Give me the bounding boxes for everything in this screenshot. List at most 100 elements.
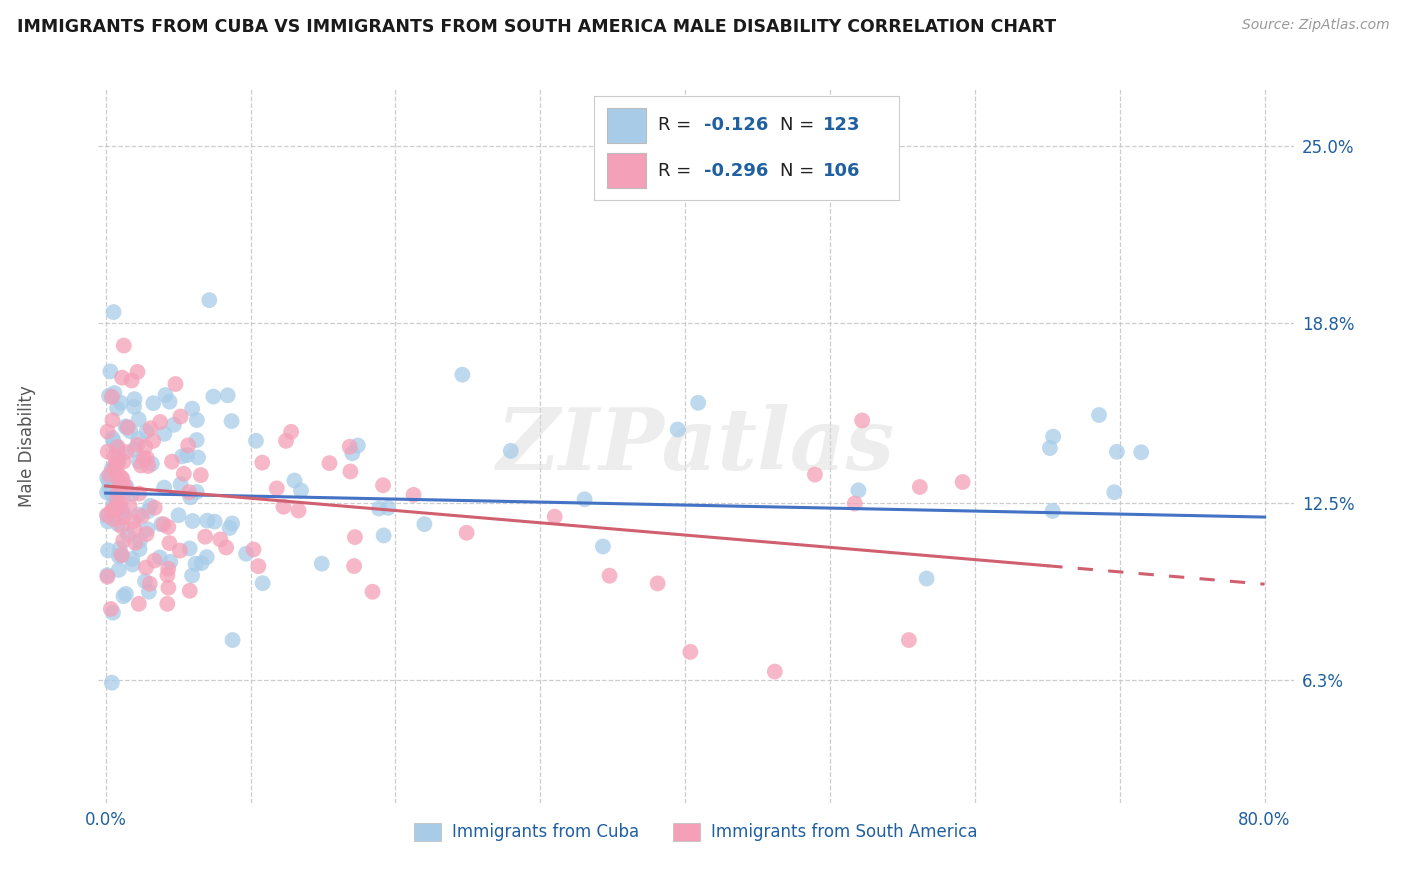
Point [100, 470, 122, 484]
Point [128, 454, 150, 468]
Point [177, 438, 200, 452]
Point [311, 557, 333, 571]
Point [139, 421, 162, 435]
Point [155, 388, 177, 402]
Point [499, 443, 522, 458]
Point [121, 558, 143, 572]
Point [1104, 485, 1126, 500]
Point [96, 570, 118, 584]
Point [221, 516, 243, 531]
Point [184, 557, 207, 571]
Point [96, 509, 118, 524]
Point [124, 392, 146, 406]
Point [111, 472, 134, 486]
Point [122, 400, 145, 414]
Point [115, 445, 138, 459]
Point [339, 440, 361, 454]
Point [110, 497, 132, 511]
Point [111, 549, 134, 563]
Point [103, 462, 125, 476]
Point [181, 514, 204, 528]
Point [371, 478, 394, 492]
Point [153, 481, 176, 495]
Point [368, 501, 391, 516]
Point [104, 457, 127, 471]
Point [101, 390, 124, 404]
Point [117, 420, 139, 434]
Point [132, 451, 155, 466]
Point [181, 401, 204, 416]
Point [96, 568, 118, 582]
Point [108, 501, 131, 516]
Point [179, 583, 201, 598]
Point [373, 528, 395, 542]
Text: IMMIGRANTS FROM CUBA VS IMMIGRANTS FROM SOUTH AMERICA MALE DISABILITY CORRELATIO: IMMIGRANTS FROM CUBA VS IMMIGRANTS FROM … [17, 18, 1056, 36]
Point [149, 550, 172, 565]
Point [100, 504, 122, 518]
Point [101, 498, 124, 512]
Point [544, 509, 567, 524]
Point [198, 293, 221, 307]
Point [112, 510, 135, 524]
Point [574, 492, 596, 507]
Point [149, 415, 172, 429]
Point [128, 542, 150, 557]
Point [96, 485, 118, 500]
Point [103, 501, 125, 516]
Point [128, 508, 150, 522]
Point [136, 522, 159, 536]
Point [215, 541, 238, 555]
Point [121, 552, 143, 566]
Point [115, 587, 138, 601]
Point [105, 440, 128, 454]
Point [103, 305, 125, 319]
Point [159, 536, 181, 550]
Point [114, 419, 136, 434]
Point [96, 471, 118, 485]
Point [177, 485, 200, 500]
Point [160, 455, 183, 469]
Point [176, 448, 198, 462]
Point [679, 645, 702, 659]
Point [273, 500, 295, 514]
Point [142, 434, 165, 448]
Point [135, 451, 157, 466]
Point [413, 517, 436, 532]
Point [114, 484, 136, 499]
Point [252, 456, 274, 470]
Point [139, 576, 162, 591]
Point [221, 414, 243, 428]
Point [647, 576, 669, 591]
Point [100, 486, 122, 500]
Point [153, 426, 176, 441]
Point [179, 541, 201, 556]
Point [167, 508, 190, 523]
Point [107, 484, 129, 499]
Point [111, 370, 134, 384]
Text: ZIPatlas: ZIPatlas [496, 404, 896, 488]
Point [343, 530, 366, 544]
Point [187, 450, 209, 465]
Point [112, 338, 135, 352]
Point [129, 533, 152, 548]
Point [114, 479, 136, 493]
Point [107, 455, 129, 469]
Point [100, 602, 122, 616]
Point [179, 491, 201, 505]
Point [280, 425, 302, 439]
Point [142, 396, 165, 410]
Point [666, 422, 689, 436]
Point [128, 412, 150, 426]
Point [172, 450, 194, 464]
Point [283, 474, 305, 488]
Point [105, 492, 128, 507]
Point [134, 574, 156, 589]
Point [908, 480, 931, 494]
Point [110, 519, 132, 533]
Point [124, 442, 146, 457]
Point [138, 584, 160, 599]
Point [346, 438, 368, 452]
Point [97, 425, 120, 439]
Point [110, 396, 132, 410]
Point [103, 449, 125, 463]
